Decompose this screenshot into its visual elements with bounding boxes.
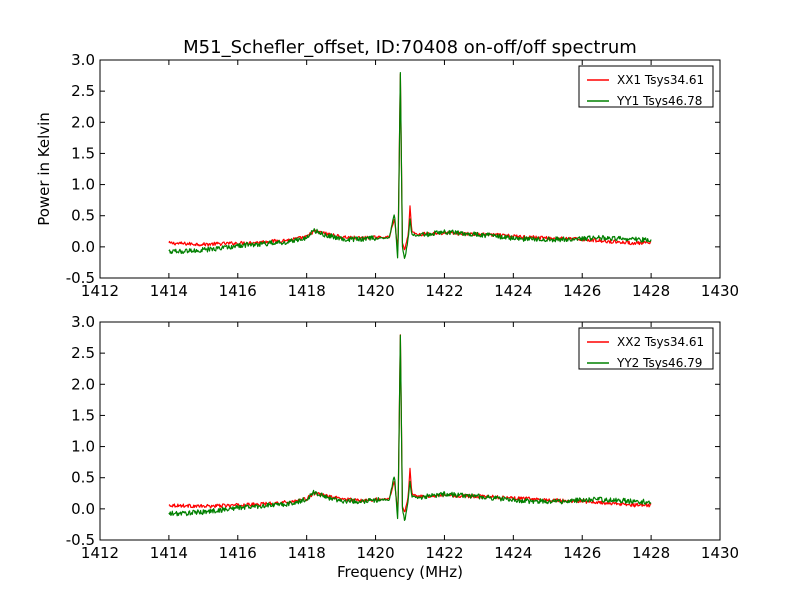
y-tick-label: 0.5 [71, 207, 95, 225]
legend: XX2 Tsys34.61 YY2 Tsys46.79 [578, 327, 714, 370]
y-tick-label: 3.0 [71, 313, 95, 331]
y-tick-label: 1.5 [71, 406, 95, 424]
bottom-spectrum-panel: 1412 1414 1416 1418 1420 1422 1424 1426 1428 1430… [66, 313, 739, 581]
y-tick-label: 1.0 [71, 176, 95, 194]
x-tick-label: 1428 [632, 544, 670, 562]
axes-frame [99, 321, 721, 541]
x-tick-label: 1418 [288, 544, 326, 562]
x-tick-label: 1414 [150, 282, 188, 300]
legend-entry: YY2 Tsys46.79 [616, 356, 702, 370]
top-spectrum-panel: 1412 1414 1416 1418 1420 1422 1424 1426 1428 1430… [35, 51, 739, 300]
y-tick-label: 3.0 [71, 51, 95, 69]
y-tick-label: 0.5 [71, 469, 95, 487]
y-tick-label: -0.5 [66, 531, 95, 549]
y-tick-label: 2.5 [71, 82, 95, 100]
y-tick-label: -0.5 [66, 269, 95, 287]
y-tick-label: 0.0 [71, 238, 95, 256]
legend-box [578, 65, 714, 108]
legend-entry: YY1 Tsys46.78 [616, 94, 702, 108]
axes-frame [99, 59, 721, 279]
x-tick-label: 1416 [219, 544, 257, 562]
legend-entry: XX2 Tsys34.61 [617, 335, 704, 349]
x-tick-label: 1412 [81, 282, 119, 300]
x-axis-label: Frequency (MHz) [337, 563, 463, 581]
legend-box [578, 327, 714, 370]
x-tick-label: 1426 [563, 282, 601, 300]
x-tick-label: 1422 [425, 544, 463, 562]
y-tick-label: 1.0 [71, 438, 95, 456]
x-tick-label: 1428 [632, 282, 670, 300]
y-tick-label: 2.0 [71, 113, 95, 131]
legend: XX1 Tsys34.61 YY1 Tsys46.78 [578, 65, 714, 108]
series-line-yy2 [168, 334, 652, 521]
x-tick-label: 1424 [494, 282, 532, 300]
x-tick-label: 1426 [563, 544, 601, 562]
legend-entry: XX1 Tsys34.61 [617, 73, 704, 87]
x-tick-label: 1420 [356, 282, 394, 300]
x-tick-label: 1424 [494, 544, 532, 562]
x-tick-label: 1430 [701, 544, 739, 562]
x-tick-label: 1412 [81, 544, 119, 562]
y-tick-label: 2.0 [71, 375, 95, 393]
x-tick-label: 1420 [356, 544, 394, 562]
x-tick-label: 1430 [701, 282, 739, 300]
x-tick-label: 1422 [425, 282, 463, 300]
figure-title: M51_Schefler_offset, ID:70408 on-off/off… [183, 37, 637, 58]
x-tick-label: 1414 [150, 544, 188, 562]
series-line-yy1 [168, 71, 652, 259]
y-axis-label: Power in Kelvin [35, 112, 53, 226]
y-tick-label: 0.0 [71, 500, 95, 518]
x-tick-label: 1418 [288, 282, 326, 300]
series-line-xx1 [168, 73, 652, 252]
y-tick-label: 1.5 [71, 144, 95, 162]
y-tick-label: 2.5 [71, 344, 95, 362]
x-tick-label: 1416 [219, 282, 257, 300]
